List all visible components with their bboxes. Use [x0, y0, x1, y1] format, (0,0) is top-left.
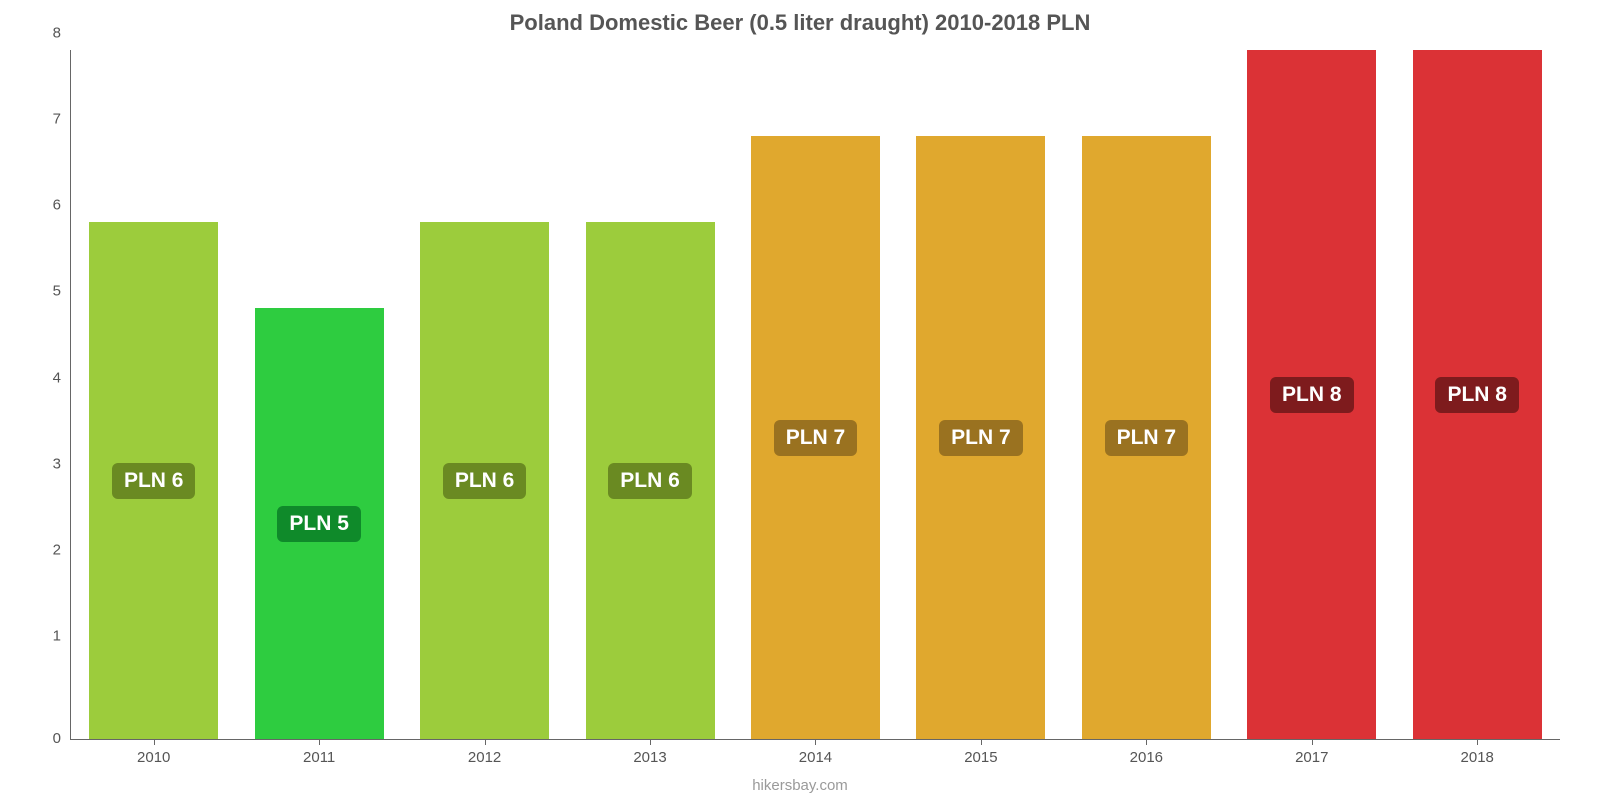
bar-label: PLN 6 [443, 463, 527, 499]
bar-label: PLN 8 [1270, 377, 1354, 413]
bar-2010: PLN 6 [89, 222, 218, 739]
bar-label: PLN 6 [608, 463, 692, 499]
bar-slot: PLN 6 2010 [71, 50, 236, 739]
x-tick-label: 2010 [137, 739, 170, 766]
bar-label: PLN 5 [277, 506, 361, 542]
bar-slot: PLN 7 2014 [733, 50, 898, 739]
y-tick-0: 0 [53, 730, 71, 747]
bar-label: PLN 7 [774, 420, 858, 456]
footer-credit: hikersbay.com [0, 777, 1600, 794]
x-tick-label: 2011 [303, 739, 335, 766]
y-tick-5: 5 [53, 283, 71, 300]
y-tick-4: 4 [53, 369, 71, 386]
y-tick-6: 6 [53, 197, 71, 214]
bar-slot: PLN 5 2011 [236, 50, 401, 739]
y-tick-1: 1 [53, 627, 71, 644]
bar-label: PLN 8 [1435, 377, 1519, 413]
bar-slot: PLN 8 2018 [1395, 50, 1560, 739]
bar-2011: PLN 5 [255, 308, 384, 739]
bars-row: PLN 6 2010 PLN 5 2011 PLN 6 2012 [71, 50, 1560, 739]
x-tick-label: 2013 [633, 739, 666, 766]
plot-area: 0 1 2 3 4 5 6 7 8 PLN 6 2010 PLN 5 2011 [70, 50, 1560, 740]
bar-2013: PLN 6 [586, 222, 715, 739]
x-tick-label: 2014 [799, 739, 832, 766]
x-tick-label: 2015 [964, 739, 997, 766]
bar-slot: PLN 6 2013 [567, 50, 732, 739]
bar-2018: PLN 8 [1413, 50, 1542, 739]
x-tick-label: 2012 [468, 739, 501, 766]
chart-area: 0 1 2 3 4 5 6 7 8 PLN 6 2010 PLN 5 2011 [70, 50, 1560, 740]
bar-2012: PLN 6 [420, 222, 549, 739]
chart-title: Poland Domestic Beer (0.5 liter draught)… [0, 0, 1600, 36]
bar-2015: PLN 7 [916, 136, 1045, 739]
y-tick-8: 8 [53, 25, 71, 42]
bar-label: PLN 7 [1105, 420, 1189, 456]
x-tick-label: 2017 [1295, 739, 1328, 766]
x-tick-label: 2018 [1461, 739, 1494, 766]
bar-slot: PLN 8 2017 [1229, 50, 1394, 739]
bar-slot: PLN 7 2016 [1064, 50, 1229, 739]
bar-slot: PLN 6 2012 [402, 50, 567, 739]
y-tick-7: 7 [53, 111, 71, 128]
y-tick-2: 2 [53, 541, 71, 558]
y-tick-3: 3 [53, 455, 71, 472]
x-tick-label: 2016 [1130, 739, 1163, 766]
bar-2014: PLN 7 [751, 136, 880, 739]
bar-label: PLN 6 [112, 463, 196, 499]
bar-label: PLN 7 [939, 420, 1023, 456]
bar-2017: PLN 8 [1247, 50, 1376, 739]
bar-slot: PLN 7 2015 [898, 50, 1063, 739]
bar-2016: PLN 7 [1082, 136, 1211, 739]
